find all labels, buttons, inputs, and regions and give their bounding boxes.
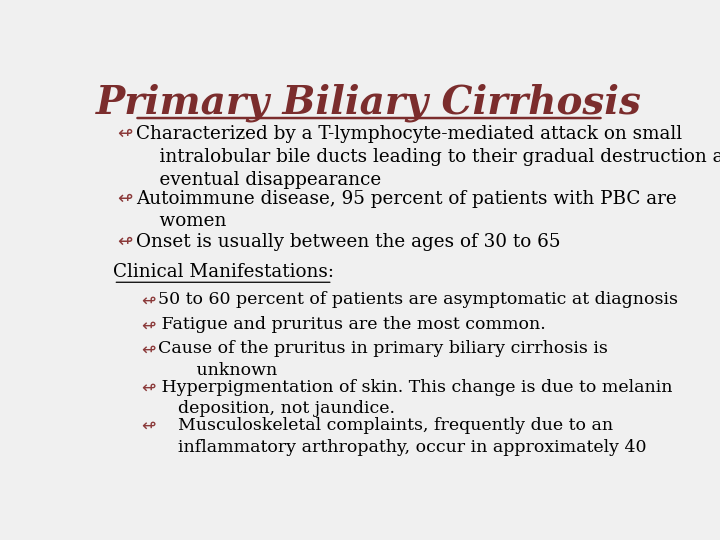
Text: Musculoskeletal complaints, frequently due to an
    inflammatory arthropathy, o: Musculoskeletal complaints, frequently d… (156, 417, 647, 456)
Text: ↫: ↫ (117, 190, 132, 207)
FancyBboxPatch shape (86, 62, 652, 484)
Text: Hyperpigmentation of skin. This change is due to melanin
    deposition, not jau: Hyperpigmentation of skin. This change i… (156, 379, 672, 417)
Text: 50 to 60 percent of patients are asymptomatic at diagnosis: 50 to 60 percent of patients are asympto… (158, 292, 678, 308)
Text: Clinical Manifestations:: Clinical Manifestations: (114, 263, 334, 281)
Text: Fatigue and pruritus are the most common.: Fatigue and pruritus are the most common… (156, 316, 546, 333)
Text: Onset is usually between the ages of 30 to 65: Onset is usually between the ages of 30 … (136, 233, 560, 251)
Text: ↫: ↫ (141, 341, 156, 359)
Text: ↫: ↫ (141, 379, 156, 397)
Text: ↫: ↫ (141, 316, 156, 334)
Text: Characterized by a T-lymphocyte-mediated attack on small
    intralobular bile d: Characterized by a T-lymphocyte-mediated… (136, 125, 720, 189)
Text: ↫: ↫ (117, 233, 132, 251)
Text: Primary Biliary Cirrhosis: Primary Biliary Cirrhosis (96, 84, 642, 122)
Text: ↫: ↫ (141, 417, 156, 435)
Text: ↫: ↫ (141, 292, 156, 309)
Text: ↫: ↫ (117, 125, 132, 143)
Text: Cause of the pruritus in primary biliary cirrhosis is
       unknown: Cause of the pruritus in primary biliary… (158, 341, 608, 379)
Text: Autoimmune disease, 95 percent of patients with PBC are
    women: Autoimmune disease, 95 percent of patien… (136, 190, 677, 231)
